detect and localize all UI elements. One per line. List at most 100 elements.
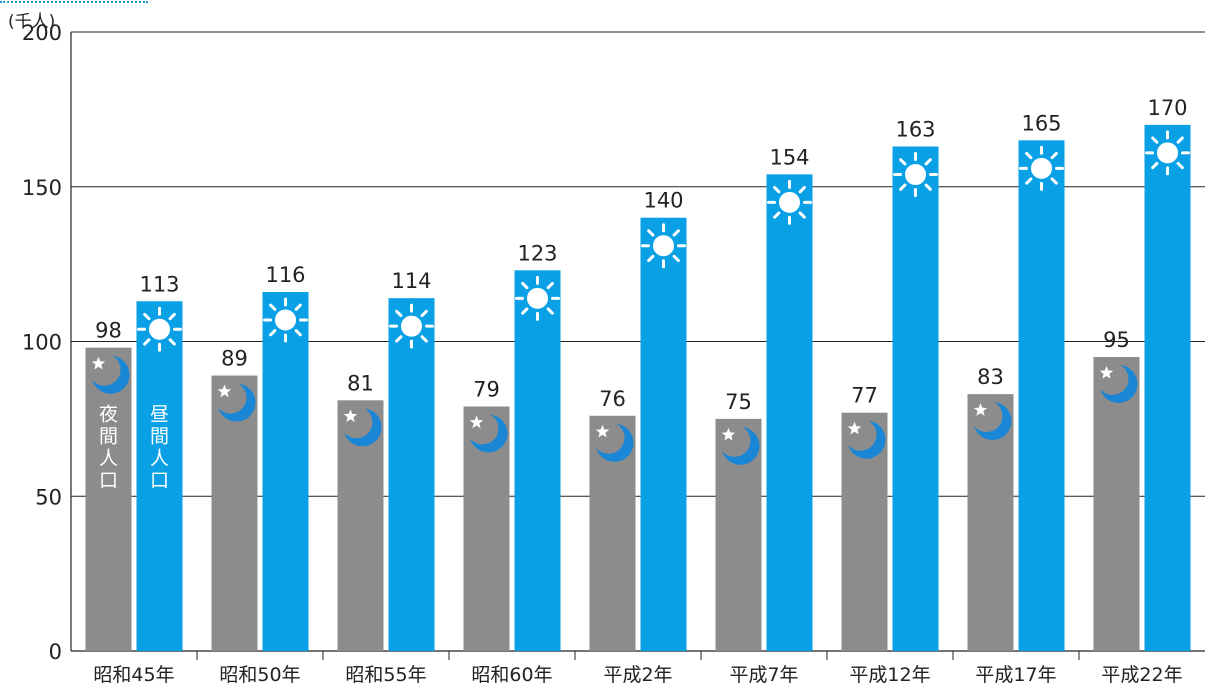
sun-ray — [143, 338, 151, 346]
sun-ray — [1176, 136, 1184, 144]
sun-ray — [420, 309, 428, 318]
moon-cutout — [970, 400, 1003, 433]
moon-cutout — [1096, 362, 1129, 395]
bar-day-population — [262, 291, 309, 651]
data-label-day: 165 — [1021, 111, 1061, 135]
sun-ray — [899, 183, 907, 191]
x-tick-label: 昭和45年 — [93, 664, 174, 684]
sun-ray — [1025, 177, 1033, 185]
star-shape — [1099, 366, 1114, 379]
data-label-day: 114 — [391, 269, 431, 293]
legend-char: 口 — [150, 470, 169, 492]
data-label-day: 170 — [1147, 96, 1187, 120]
sun-ray — [168, 338, 176, 346]
sun-ray — [269, 303, 277, 311]
star-shape — [469, 415, 484, 429]
moon-cutout — [340, 406, 373, 439]
moon-cutout — [844, 418, 877, 451]
sun-icon — [389, 303, 434, 349]
sun-ray — [924, 158, 932, 166]
star-shape — [721, 427, 736, 441]
sun-disc — [778, 190, 801, 214]
bar-day-population — [388, 298, 435, 651]
legend-char: 人 — [150, 448, 169, 470]
moon-star-icon — [340, 406, 382, 447]
moon-star-icon — [466, 412, 508, 453]
moon-star-icon — [592, 421, 634, 462]
star-shape — [847, 421, 862, 435]
sun-ray — [143, 312, 151, 321]
sun-ray — [899, 158, 907, 166]
y-tick-label: 100 — [22, 331, 62, 355]
data-label-night: 89 — [221, 347, 248, 371]
moon-star-icon — [1096, 362, 1138, 403]
star-shape — [595, 424, 610, 438]
moon-cutout — [88, 353, 121, 386]
bar-day-population — [640, 217, 687, 651]
sun-disc — [148, 317, 171, 341]
moon-star-icon — [88, 353, 130, 394]
legend-char: 口 — [99, 470, 118, 492]
sun-ray — [647, 254, 655, 263]
star-shape — [91, 356, 106, 370]
sun-disc — [1156, 141, 1179, 165]
moon-star-icon — [970, 400, 1012, 441]
sun-disc — [904, 163, 927, 187]
sun-icon — [641, 223, 686, 269]
sun-ray — [924, 183, 932, 191]
data-label-day: 140 — [643, 189, 683, 213]
sun-disc — [652, 234, 675, 258]
x-tick-label: 昭和60年 — [471, 664, 552, 684]
star-shape — [973, 403, 988, 416]
moon-star-icon — [718, 424, 760, 465]
sun-ray — [1050, 151, 1058, 160]
sun-ray — [672, 254, 680, 263]
moon-cutout — [466, 412, 499, 445]
sun-ray — [672, 229, 680, 237]
data-label-night: 77 — [851, 384, 878, 408]
sun-ray — [773, 211, 781, 219]
bar-night-population — [85, 347, 132, 651]
sun-ray — [1151, 136, 1159, 144]
x-tick-label: 昭和50年 — [219, 664, 300, 684]
legend-char: 昼 — [150, 404, 169, 426]
data-label-night: 95 — [1103, 328, 1130, 352]
sun-ray — [1151, 161, 1159, 170]
sun-ray — [420, 335, 428, 343]
sun-icon — [1019, 145, 1064, 191]
sun-ray — [773, 186, 781, 194]
x-tick-label: 平成22年 — [1101, 664, 1182, 684]
data-label-night: 75 — [725, 390, 752, 414]
legend-char: 間 — [150, 426, 169, 448]
sun-disc — [274, 308, 297, 332]
sun-ray — [798, 186, 806, 194]
data-label-night: 76 — [599, 387, 626, 411]
bar-day-population — [136, 301, 183, 651]
sun-ray — [1176, 161, 1184, 170]
x-tick-label: 平成12年 — [849, 664, 930, 684]
data-label-day: 116 — [265, 263, 305, 287]
data-label-night: 79 — [473, 377, 500, 401]
x-tick-label: 平成17年 — [975, 664, 1056, 684]
bar-day-population — [1144, 124, 1191, 652]
sun-ray — [647, 229, 655, 237]
moon-cutout — [718, 424, 751, 457]
bar-night-population — [1093, 356, 1140, 651]
data-label-day: 113 — [139, 272, 179, 296]
header-dotted-rule — [0, 1, 148, 3]
legend-char: 人 — [99, 448, 118, 470]
data-label-day: 154 — [769, 145, 809, 169]
sun-disc — [526, 286, 549, 310]
data-label-day: 163 — [895, 118, 935, 142]
sun-ray — [294, 303, 302, 311]
y-unit-label: (千人) — [8, 12, 55, 32]
moon-star-icon — [214, 381, 256, 422]
bar-day-population — [514, 270, 561, 651]
sun-icon — [767, 179, 812, 225]
sun-ray — [546, 307, 554, 315]
moon-star-icon — [844, 418, 886, 459]
sun-ray — [798, 211, 806, 219]
